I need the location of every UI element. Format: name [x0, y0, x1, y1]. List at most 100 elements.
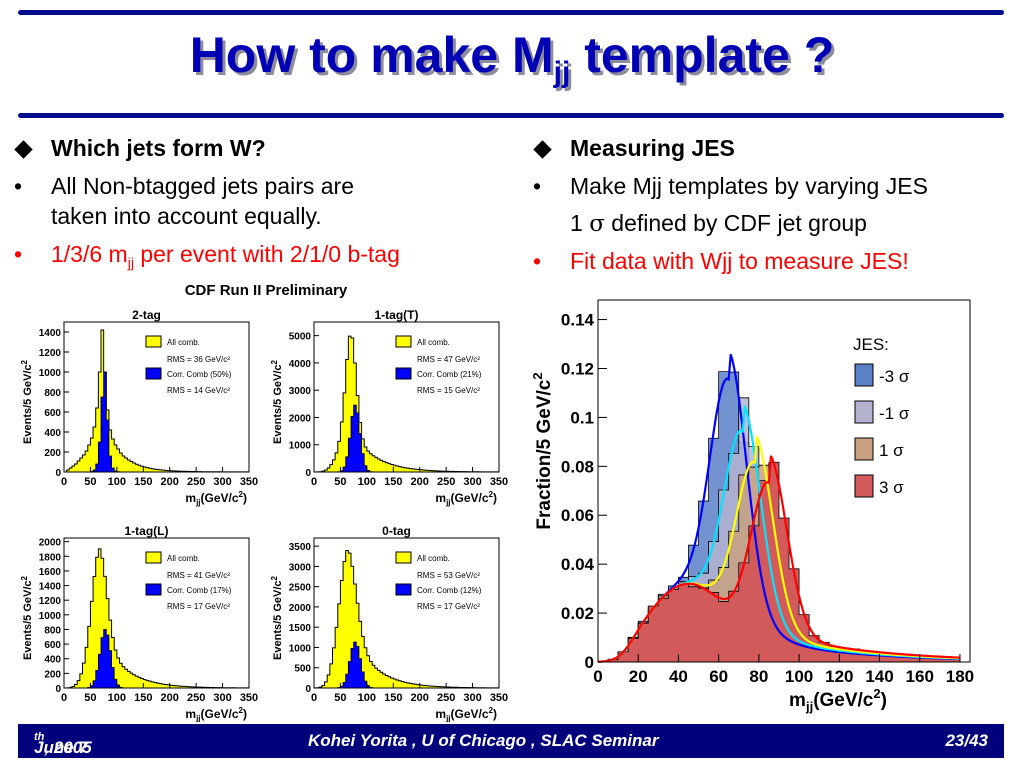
- x-tick-label: 250: [437, 692, 455, 704]
- legend-label: All comb.: [417, 338, 450, 347]
- x-tick-label: 200: [411, 476, 429, 488]
- y-tick-label: 400: [44, 655, 61, 666]
- legend-label: RMS = 53 GeV/c²: [417, 571, 480, 580]
- panel-frame: [313, 321, 500, 473]
- x-tick-label: 140: [865, 667, 893, 686]
- y-tick-label: 0.12: [561, 359, 594, 378]
- legend-label: RMS = 14 GeV/c²: [167, 386, 230, 395]
- x-tick-label: 160: [906, 667, 934, 686]
- y-tick-label: 1400: [39, 328, 62, 339]
- x-tick-label: 120: [825, 667, 853, 686]
- x-tick-label: 180: [946, 667, 974, 686]
- x-tick-label: 150: [384, 692, 402, 704]
- x-tick-label: 300: [463, 692, 481, 704]
- x-tick-label: 50: [334, 476, 346, 488]
- x-tick-label: 300: [213, 692, 231, 704]
- y-tick-label: 0: [55, 468, 61, 479]
- y-tick-label: 800: [44, 388, 61, 399]
- x-axis-label: mjj(GeV/c2): [435, 706, 497, 722]
- y-tick-label: 1000: [39, 368, 62, 379]
- panel-frame: [63, 321, 250, 473]
- y-tick-label: 1000: [289, 441, 312, 452]
- x-tick-label: 350: [240, 692, 258, 704]
- legend-swatch-all: [145, 335, 162, 348]
- legend-label: -3 σ: [879, 367, 910, 386]
- x-tick-label: 0: [593, 667, 602, 686]
- legend-label: RMS = 15 GeV/c²: [417, 386, 480, 395]
- legend-label: 3 σ: [879, 478, 904, 497]
- y-tick-label: 0: [305, 684, 311, 695]
- x-tick-label: 50: [84, 476, 96, 488]
- legend-swatch: [854, 363, 874, 387]
- title-bottom-rule: [18, 113, 1004, 118]
- all-comb-histogram: [63, 548, 250, 689]
- y-tick-label: 3000: [289, 386, 312, 397]
- jes-fit-curve-4: [597, 455, 960, 663]
- jes-plot-area: 0 20 40 60 80 100 120 140 160 180 0 0.02 0.04 0.06 0.0…: [530, 299, 974, 714]
- x-axis-label: mjj(GeV/c2): [185, 490, 247, 507]
- y-tick-label: 1200: [39, 348, 62, 359]
- y-tick-label: 600: [44, 640, 61, 651]
- x-tick-label: 200: [161, 476, 179, 488]
- panel-title: 0-tag: [382, 524, 411, 538]
- legend-label: RMS = 17 GeV/c²: [417, 602, 480, 611]
- x-tick-label: 80: [749, 667, 768, 686]
- legend-swatch: [854, 400, 874, 424]
- y-tick-label: 0.08: [561, 457, 594, 476]
- legend-swatch-all: [395, 551, 412, 564]
- x-tick-label: 100: [358, 692, 376, 704]
- x-tick-label: 350: [490, 476, 508, 488]
- x-tick-label: 150: [134, 476, 152, 488]
- legend-label: Corr. Comb (21%): [417, 370, 482, 379]
- dot-bullet-icon: •: [533, 173, 542, 199]
- y-tick-label: 0: [585, 653, 594, 672]
- title-top-rule: [18, 10, 1004, 15]
- panel-legend: All comb. RMS = 47 GeV/c² Corr. Comb (21%)…: [395, 335, 482, 395]
- legend-swatch-all: [145, 551, 162, 564]
- legend-label: All comb.: [417, 554, 450, 563]
- legend-label: RMS = 47 GeV/c²: [417, 355, 480, 364]
- panel-title: 1-tag(T): [375, 308, 419, 322]
- footer-presenter: Kohei Yorita , U of Chicago , SLAC Semin…: [308, 731, 659, 750]
- y-tick-label: 400: [44, 428, 61, 439]
- panel-frame: [313, 537, 500, 689]
- panel-legend: All comb. RMS = 41 GeV/c² Corr. Comb (17%)…: [145, 551, 232, 611]
- y-tick-label: 2000: [289, 603, 312, 614]
- legend-title: JES:: [853, 335, 889, 354]
- x-tick-label: 350: [490, 692, 508, 704]
- x-tick-label: 250: [187, 692, 205, 704]
- y-tick-label: 4000: [289, 359, 312, 370]
- legend-label: 1 σ: [879, 441, 904, 460]
- x-tick-label: 0: [311, 692, 317, 704]
- y-tick-label: 600: [44, 408, 61, 419]
- y-axis-label: Events/5 GeV/c2: [270, 575, 284, 660]
- y-tick-label: 1400: [39, 582, 62, 593]
- x-tick-label: 60: [709, 667, 728, 686]
- legend-label: Corr. Comb (17%): [167, 586, 232, 595]
- x-axis-label: mjj(GeV/c2): [185, 706, 247, 722]
- panel-title: 2-tag: [132, 308, 161, 322]
- footer-page-number: 23/43: [945, 731, 988, 750]
- y-tick-label: 800: [44, 625, 61, 636]
- legend-label: Corr. Comb (50%): [167, 370, 232, 379]
- x-tick-label: 50: [84, 692, 96, 704]
- y-tick-label: 3000: [289, 562, 312, 573]
- legend-swatch-all: [395, 335, 412, 348]
- y-tick-label: 0: [55, 684, 61, 695]
- y-tick-label: 1800: [39, 552, 62, 563]
- legend-label: All comb.: [167, 338, 200, 347]
- panel-3: 1-tag(L) 0 50 100 150 200 250 300 350 0 200 400 600 8…: [20, 524, 258, 722]
- jes-plot-frame: [597, 299, 971, 663]
- x-tick-label: 200: [411, 692, 429, 704]
- x-axis-label: mjj(GeV/c2): [435, 490, 497, 507]
- legend-swatch: [854, 437, 874, 461]
- y-tick-label: 500: [294, 664, 311, 675]
- panel-title: 1-tag(L): [125, 524, 169, 538]
- jes-legend: JES: -3 σ -1 σ 1 σ 3 σ: [853, 335, 910, 498]
- panel-legend: All comb. RMS = 36 GeV/c² Corr. Comb (50%)…: [145, 335, 232, 395]
- legend-label: RMS = 17 GeV/c²: [167, 602, 230, 611]
- y-tick-label: 3500: [289, 542, 312, 553]
- all-comb-histogram: [64, 329, 250, 473]
